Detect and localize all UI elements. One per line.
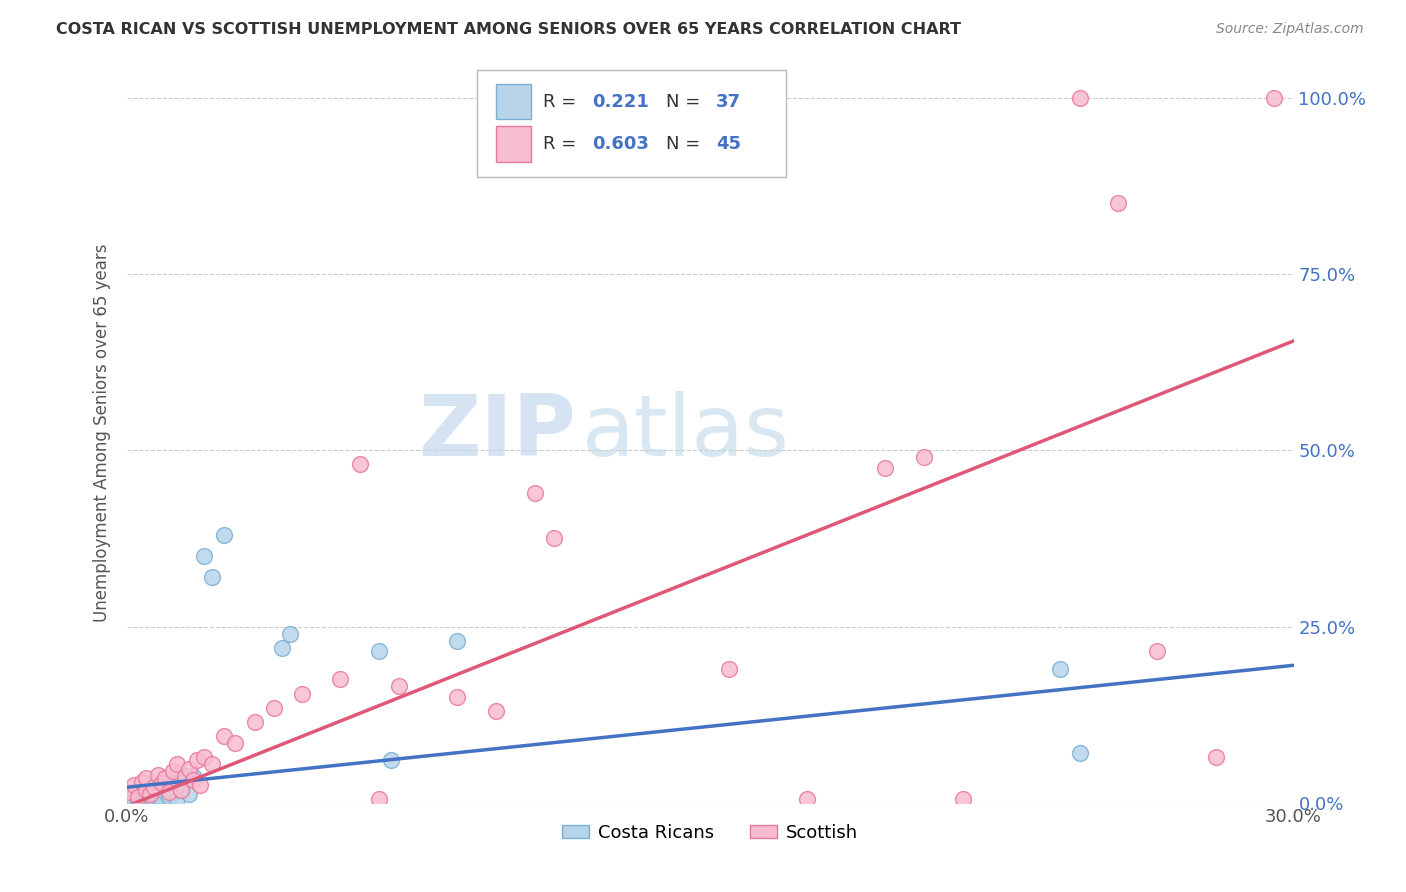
Point — [170, 783, 193, 797]
Point — [446, 690, 468, 704]
Point — [290, 686, 312, 700]
Point — [135, 789, 157, 804]
Point — [349, 458, 371, 472]
Point — [157, 785, 180, 799]
Point — [224, 736, 246, 750]
Point — [162, 776, 184, 790]
Point — [155, 785, 177, 799]
Text: 0.221: 0.221 — [592, 93, 650, 111]
Point — [388, 680, 411, 694]
Point — [139, 788, 162, 802]
Point — [875, 461, 897, 475]
Point — [193, 549, 215, 563]
Point — [1205, 750, 1227, 764]
Point — [139, 790, 162, 805]
Text: ZIP: ZIP — [418, 391, 576, 475]
Point — [142, 792, 165, 806]
Point — [368, 792, 391, 806]
Point — [212, 528, 235, 542]
Point — [170, 783, 193, 797]
Point — [329, 673, 352, 687]
Point — [271, 640, 294, 655]
Point — [201, 757, 224, 772]
Point — [131, 788, 153, 802]
Point — [523, 485, 546, 500]
Point — [139, 783, 162, 797]
Point — [718, 662, 741, 676]
Point — [162, 764, 184, 778]
Point — [243, 714, 266, 729]
Bar — [496, 126, 531, 161]
Point — [1069, 91, 1091, 105]
FancyBboxPatch shape — [477, 70, 786, 178]
Point — [135, 785, 157, 799]
Point — [186, 754, 208, 768]
Point — [952, 792, 974, 806]
Point — [201, 570, 224, 584]
Point — [193, 750, 215, 764]
Point — [543, 532, 565, 546]
Text: COSTA RICAN VS SCOTTISH UNEMPLOYMENT AMONG SENIORS OVER 65 YEARS CORRELATION CHA: COSTA RICAN VS SCOTTISH UNEMPLOYMENT AMO… — [56, 22, 962, 37]
Point — [131, 774, 153, 789]
Point — [177, 762, 200, 776]
Text: N =: N = — [665, 135, 706, 153]
Point — [380, 754, 402, 768]
Y-axis label: Unemployment Among Seniors over 65 years: Unemployment Among Seniors over 65 years — [93, 244, 111, 622]
Point — [446, 633, 468, 648]
Point — [796, 792, 818, 806]
Point — [124, 790, 146, 805]
Point — [150, 789, 173, 803]
Point — [124, 778, 146, 792]
Point — [155, 771, 177, 785]
Point — [142, 780, 165, 795]
Text: R =: R = — [543, 93, 588, 111]
Point — [166, 757, 188, 772]
Text: atlas: atlas — [582, 391, 790, 475]
Point — [150, 776, 173, 790]
Point — [146, 790, 169, 805]
Point — [174, 769, 197, 783]
Point — [368, 644, 391, 658]
Point — [1263, 91, 1285, 105]
Point — [135, 783, 157, 797]
Point — [278, 626, 301, 640]
Point — [146, 778, 169, 792]
Point — [142, 781, 165, 796]
Point — [181, 773, 204, 788]
Point — [155, 780, 177, 795]
Text: N =: N = — [665, 93, 706, 111]
Point — [157, 790, 180, 805]
Point — [157, 788, 180, 802]
Text: R =: R = — [543, 135, 588, 153]
Point — [190, 778, 212, 792]
Point — [127, 789, 149, 803]
Point — [146, 767, 169, 781]
Point — [124, 794, 146, 808]
Point — [263, 700, 285, 714]
Point — [1108, 196, 1130, 211]
Point — [1146, 644, 1168, 658]
Text: 0.603: 0.603 — [592, 135, 650, 153]
Point — [135, 771, 157, 785]
Text: Source: ZipAtlas.com: Source: ZipAtlas.com — [1216, 22, 1364, 37]
Point — [181, 769, 204, 783]
Point — [177, 788, 200, 802]
Point — [912, 450, 935, 465]
Point — [1049, 662, 1071, 676]
Point — [127, 790, 149, 805]
Bar — [496, 84, 531, 120]
Point — [212, 729, 235, 743]
Point — [131, 791, 153, 805]
Point — [174, 771, 197, 785]
Point — [127, 793, 149, 807]
Point — [1069, 747, 1091, 761]
Point — [150, 794, 173, 808]
Point — [485, 704, 508, 718]
Point — [120, 792, 142, 806]
Legend: Costa Ricans, Scottish: Costa Ricans, Scottish — [554, 817, 866, 849]
Text: 37: 37 — [716, 93, 741, 111]
Point — [120, 785, 142, 799]
Text: 45: 45 — [716, 135, 741, 153]
Point — [166, 792, 188, 806]
